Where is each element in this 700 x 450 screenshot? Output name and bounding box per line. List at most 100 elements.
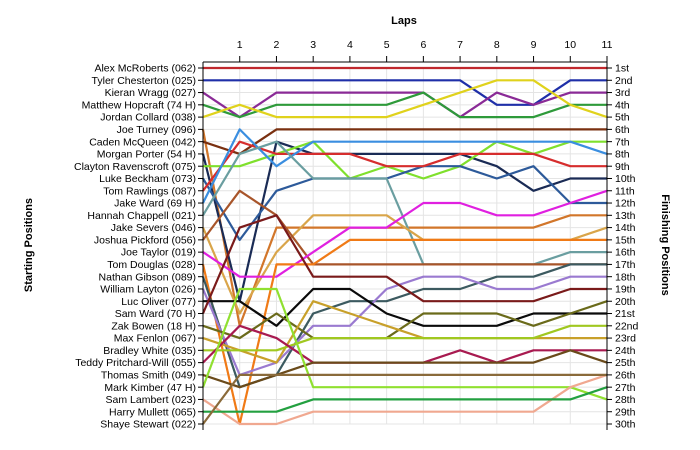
- finishing-position-label: 11th: [615, 185, 635, 197]
- finishing-position-label: 21st: [615, 308, 635, 320]
- starting-position-label: Alex McRoberts (062): [94, 63, 196, 75]
- starting-position-label: Jake Severs (046): [111, 222, 196, 234]
- starting-position-label: Harry Mullett (065): [109, 406, 196, 418]
- starting-position-label: William Layton (026): [100, 284, 196, 296]
- series-line: [202, 189, 607, 266]
- finishing-position-label: 5th: [615, 112, 630, 124]
- x-tick-label: 8: [494, 39, 500, 51]
- finishing-position-label: 22nd: [615, 320, 639, 332]
- starting-position-label: Luc Oliver (077): [121, 296, 196, 308]
- finishing-position-label: 8th: [615, 149, 630, 161]
- starting-position-label: Caden McQueen (042): [89, 136, 196, 148]
- finishing-position-label: 24th: [615, 345, 636, 357]
- series-line: [202, 91, 607, 119]
- starting-position-label: Mark Kimber (47 H): [104, 382, 196, 394]
- finishing-position-label: 23rd: [615, 333, 636, 345]
- x-tick-label: 11: [602, 39, 613, 51]
- series-line: [201, 238, 607, 426]
- series-line: [201, 275, 607, 376]
- finishing-position-label: 4th: [615, 99, 630, 111]
- finishing-position-label: 18th: [615, 271, 636, 283]
- y-axis-label-starting: Starting Positions: [23, 198, 35, 292]
- series-line: [202, 128, 608, 204]
- series-line: [201, 214, 607, 314]
- series-line: [202, 140, 607, 266]
- finishing-position-label: 27th: [615, 382, 636, 394]
- starting-position-label: Teddy Pritchard-Will (055): [75, 357, 196, 369]
- series-line: [202, 91, 607, 119]
- starting-position-label: Kieran Wragg (027): [105, 87, 196, 99]
- starting-position-label: Jake Ward (69 H): [114, 198, 196, 210]
- starting-position-label: Thomas Smith (049): [101, 369, 196, 381]
- series-line: [202, 140, 607, 192]
- y-axis-label-finishing: Finishing Positions: [659, 194, 671, 295]
- finishing-position-label: 12th: [615, 198, 636, 210]
- starting-position-label: Matthew Hopcraft (74 H): [82, 99, 196, 111]
- series-lines: [201, 66, 608, 426]
- x-tick-label: 2: [274, 39, 280, 51]
- starting-position-label: Max Fenlon (067): [114, 333, 196, 345]
- finishing-position-label: 1st: [615, 63, 629, 75]
- grid: [203, 67, 608, 425]
- finishing-position-label: 3rd: [615, 87, 630, 99]
- finishing-position-label: 13th: [615, 210, 636, 222]
- finishing-position-label: 20th: [615, 296, 636, 308]
- series-line: [202, 165, 607, 241]
- finishing-position-label: 26th: [615, 369, 636, 381]
- finishing-position-label: 16th: [615, 247, 636, 259]
- starting-position-label: Joshua Pickford (056): [94, 234, 196, 246]
- series-line: [203, 324, 607, 352]
- series-line: [202, 373, 607, 425]
- finishing-position-label: 10th: [615, 173, 636, 185]
- x-tick-label: 3: [310, 39, 316, 51]
- finishing-position-label: 14th: [615, 222, 636, 234]
- starting-position-label: Morgan Porter (54 H): [97, 149, 196, 161]
- x-tick-label: 1: [237, 39, 243, 51]
- series-line: [203, 287, 607, 327]
- finishing-position-label: 9th: [615, 161, 630, 173]
- series-line: [203, 79, 607, 106]
- series-line: [202, 128, 607, 155]
- finishing-position-label: 25th: [615, 357, 636, 369]
- finishing-position-label: 30th: [615, 419, 636, 431]
- finishing-position-label: 29th: [615, 406, 636, 418]
- starting-position-label: Bradley White (035): [103, 345, 196, 357]
- starting-position-label: Clayton Ravenscroft (075): [74, 161, 196, 173]
- series-line: [203, 386, 608, 413]
- finishing-position-label: 6th: [615, 124, 630, 136]
- finishing-position-label: 17th: [615, 259, 636, 271]
- starting-position-label: Tom Douglas (028): [107, 259, 196, 271]
- finishing-position-labels: 1st2nd3rd4th5th6th7th8th9th10th11th12th1…: [607, 63, 639, 431]
- starting-position-label: Shaye Stewart (022): [100, 419, 196, 431]
- finishing-position-label: 19th: [615, 284, 636, 296]
- starting-position-label: Tom Rawlings (087): [103, 185, 196, 197]
- x-axis-ticks: 1 2 3 4 5 6 7 8 9 10 11: [237, 39, 613, 62]
- x-tick-label: 5: [384, 39, 390, 51]
- starting-position-label: Joe Taylor (019): [121, 247, 196, 259]
- series-line: [202, 373, 608, 426]
- starting-position-label: Jordan Collard (038): [100, 112, 196, 124]
- starting-position-label: Tyler Chesterton (025): [92, 75, 196, 87]
- x-tick-label: 10: [564, 39, 576, 51]
- x-tick-label: 6: [420, 39, 426, 51]
- chart-title: Laps: [391, 15, 417, 27]
- finishing-position-label: 7th: [615, 136, 630, 148]
- starting-position-label: Zak Bowen (18 H): [111, 320, 196, 332]
- starting-position-label: Sam Ward (70 H): [115, 308, 196, 320]
- series-line: [202, 189, 608, 278]
- series-line: [201, 140, 607, 303]
- series-line: [202, 349, 608, 389]
- starting-position-label: Hannah Chappell (021): [87, 210, 196, 222]
- finishing-position-label: 2nd: [615, 75, 633, 87]
- x-tick-label: 4: [347, 39, 353, 51]
- series-line: [201, 287, 608, 401]
- finishing-position-label: 15th: [615, 234, 636, 246]
- series-line: [202, 300, 607, 364]
- series-line: [202, 300, 608, 340]
- starting-position-label: Sam Lambert (023): [106, 394, 196, 406]
- starting-position-labels: Alex McRoberts (062)Tyler Chesterton (02…: [74, 63, 203, 431]
- starting-position-label: Luke Beckham (073): [99, 173, 196, 185]
- x-tick-label: 9: [531, 39, 537, 51]
- series-line: [202, 79, 608, 119]
- starting-position-label: Joe Turney (096): [117, 124, 196, 136]
